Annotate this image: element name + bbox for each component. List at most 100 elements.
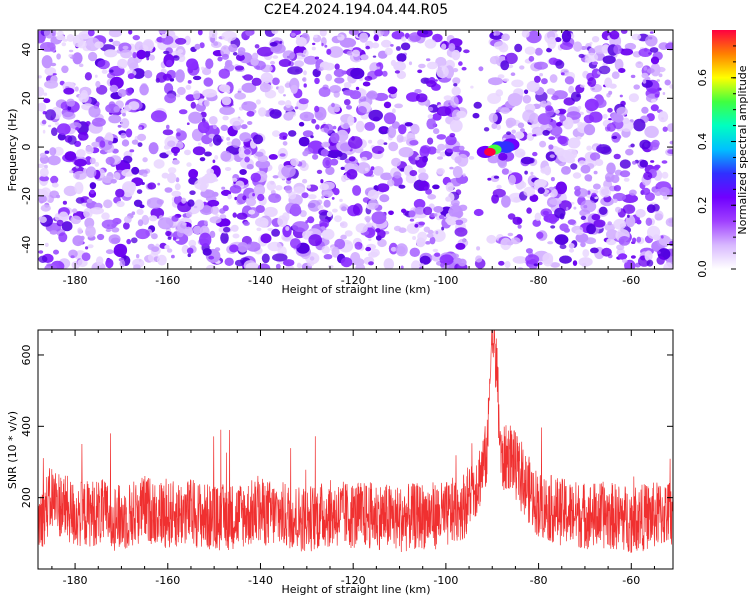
heatmap-cell [436,106,452,117]
heatmap-cell [587,190,591,195]
heatmap-cell [635,61,644,69]
heatmap-cell [438,214,445,220]
heatmap-cell [136,208,144,215]
heatmap-cell [371,211,387,225]
heatmap-cell [605,176,611,183]
heatmap-cell [302,130,314,138]
heatmap-cell [623,177,630,182]
heatmap-cell [350,252,361,265]
heatmap-cell [649,31,654,34]
heatmap-cell [534,47,543,56]
heatmap-cell [116,200,125,208]
heatmap-cell [320,149,329,157]
heatmap-cell [101,212,110,220]
heatmap-cell [255,159,271,169]
heatmap-cell [218,68,230,79]
figure-title: C2E4.2024.194.04.44.R05 [264,2,448,18]
heatmap-cell [97,233,105,241]
heatmap-cell [70,255,75,259]
heatmap-cell [360,54,369,61]
heatmap-cell [272,55,279,59]
heatmap-cell [368,199,379,210]
heatmap-cell [574,185,581,192]
heatmap-cell [461,66,467,71]
heatmap-cell [667,149,673,155]
heatmap-cell [441,43,447,50]
heatmap-cell [495,89,504,97]
heatmap-cell [324,44,328,48]
heatmap-cell [177,86,186,96]
heatmap-cell [618,236,631,246]
heatmap-cell [218,84,231,93]
heatmap-cell [74,86,79,92]
heatmap-cell [431,229,446,242]
heatmap-cell [589,152,601,161]
heatmap-cell [555,60,565,69]
heatmap-cell [85,145,94,155]
heatmap-cell [373,166,384,176]
heatmap-cell [660,235,664,239]
heatmap-cell [396,53,407,63]
heatmap-cell [85,246,89,250]
heatmap-cell [63,87,75,95]
heatmap-cell [302,178,308,184]
heatmap-cell [598,206,608,215]
heatmap-cell [339,221,348,229]
heatmap-cell [606,229,619,240]
heatmap-cell [246,110,255,117]
heatmap-cell [332,125,337,130]
heatmap-cell [333,188,340,196]
heatmap-cell [334,215,342,223]
heatmap-cell [300,160,307,168]
heatmap-cell [292,221,309,233]
heatmap-cell [123,104,132,112]
heatmap-cell [283,94,286,97]
heatmap-cell [282,50,295,60]
heatmap-cell [532,134,537,137]
heatmap-cell [638,48,653,57]
heatmap-cell [250,172,261,183]
heatmap-cell [226,137,231,141]
heatmap-cell [314,77,320,85]
heatmap-cell [64,151,77,161]
heatmap-cell [213,178,219,182]
heatmap-cell [141,214,150,226]
heatmap-cell [294,106,299,110]
heatmap-cell [656,251,661,255]
heatmap-cell [321,245,331,254]
heatmap-cell [387,86,398,95]
heatmap-cell [554,234,569,245]
heatmap-cell [68,249,78,259]
heatmap-cell [514,131,525,139]
x-tick-label: -180 [63,274,88,287]
heatmap-cell [587,77,597,88]
heatmap-cell [548,186,555,191]
heatmap-cell [272,253,288,262]
heatmap-cell [564,76,575,85]
heatmap-cell [625,215,636,228]
heatmap-cell [528,55,535,62]
heatmap-cell [452,77,461,85]
colorbar-tick-label: 0.2 [696,197,709,215]
x-tick-label: -120 [341,574,366,587]
heatmap-cell [242,195,247,201]
heatmap-cell [89,157,96,165]
heatmap-cell [629,189,637,196]
heatmap-cell [646,259,654,267]
heatmap-cell [224,257,234,266]
heatmap-cell [137,133,147,141]
heatmap-cell [260,233,272,244]
heatmap-cell [559,114,566,122]
heatmap-cell [221,30,237,42]
heatmap-cell [67,135,77,145]
heatmap-cell [120,132,127,139]
heatmap-cell [658,111,669,123]
heatmap-cell [142,39,155,52]
heatmap-cell [447,220,456,226]
heatmap-cell [354,241,363,250]
heatmap-cell [414,89,422,94]
heatmap-cell [272,130,281,137]
heatmap-cell [302,77,307,82]
heatmap-cell [521,30,530,38]
heatmap-cell [132,52,137,59]
